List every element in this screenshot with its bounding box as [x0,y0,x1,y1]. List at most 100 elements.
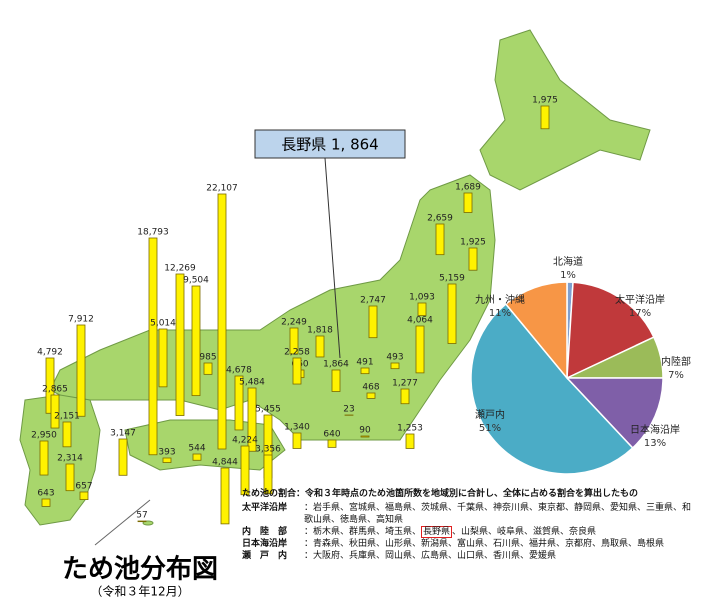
notes-part: ：大阪府、兵庫県、岡山県、広島県、山口県、香川県、愛媛県 [304,551,557,561]
pie-label: 九州・沖縄 [475,293,525,306]
notes-intro: ため池の割合：令和３年時点のため池箇所数を地域別に合計し、全体に占める割合を算出… [242,489,639,499]
bar [263,454,273,495]
notes-label: 日本海沿岸 [242,539,288,549]
bar-label: 985 [199,353,216,363]
bar-label: 2,151 [54,412,80,422]
pie-percent: 17% [629,308,651,319]
pie-percent: 51% [479,423,501,434]
pie-label: 太平洋沿岸 [615,293,665,306]
pie: 北海道 1% 太平洋沿岸 17% 内陸部 7% 日本海沿岸 13% 瀬戸内 51% 九州・沖縄 11% [470,255,691,475]
notes-text: ：青森県、秋田県、山形県、新潟県、富山県、石川県、福井県、京都府、鳥取県、島根県 [304,538,664,550]
pie-percent: 13% [644,438,666,449]
subtitle: （令和３年12月） [90,584,189,599]
bar-label: 1,689 [455,183,481,193]
bar [463,192,473,213]
bars: 1,975 1,689 2,659 1,925 5,159 1,093 4,064 2,747… [31,96,558,525]
bar [203,362,213,375]
bar [468,247,478,271]
bar-label: 5,159 [439,274,465,284]
bar [289,327,299,355]
bar-label: 1,818 [307,326,333,336]
bar [368,305,378,339]
bar [417,302,427,317]
notes-part: 、山梨県、岐阜県、滋賀県、奈良県 [452,527,597,537]
bar [62,421,72,448]
bar [390,362,400,370]
bar-label: 2,950 [31,431,57,441]
bar-label: 1,925 [460,238,486,248]
bar-label: 491 [356,358,373,368]
bar [366,392,376,399]
callout-text: 長野県 1, 864 [281,136,378,154]
bar [292,432,302,449]
pie-slice [470,302,634,475]
bar [415,325,425,374]
notes-label: 内 陸 部 [242,527,288,537]
bar-label: 2,865 [42,385,68,395]
notes-text: ：岩手県、宮城県、福島県、茨城県、千葉県、神奈川県、東京都、静岡県、愛知県、三重… [304,502,698,526]
bar-label: 640 [323,430,340,440]
bar [45,357,55,414]
bar [162,457,172,463]
notes-part: ：岩手県、宮城県、福島県、茨城県、千葉県、神奈川県、東京都、静岡県、愛知県、三重… [304,503,692,525]
notes-row: 内 陸 部 ：栃木県、群馬県、埼玉県、 長野県 、山梨県、岐阜県、滋賀県、奈良県 [242,526,698,538]
bar-label: 1,975 [532,96,558,106]
bar [41,498,51,507]
bar-label: 1,340 [284,423,310,433]
bar [79,491,89,500]
bar-label: 3,147 [110,429,136,439]
bar [247,387,257,452]
bar-label: 22,107 [206,184,238,194]
bar [331,369,341,392]
bar [405,433,415,449]
pie-label: 日本海沿岸 [630,423,680,436]
bar [217,193,227,450]
bar-label: 2,258 [284,348,310,358]
bar [191,285,201,397]
bar [192,453,202,461]
bar-label: 1,864 [323,360,349,370]
bar [292,357,302,385]
bar [76,324,86,417]
bar-label: 2,747 [360,296,386,306]
bar [400,388,410,405]
bar-label: 1,277 [392,379,418,389]
pie-percent: 1% [560,270,576,281]
bar-label: 643 [37,489,54,499]
bar-label: 5,455 [255,405,281,415]
bar [435,223,445,256]
bar-label: 4,064 [407,316,433,326]
bar-label: 4,678 [226,366,252,376]
bar-label: 5,484 [239,378,265,388]
callout-line [324,157,341,359]
bar [148,237,158,456]
pie-percent: 11% [489,308,511,319]
notes-part: ：青森県、秋田県、山形県、新潟県、富山県、石川県、福井県、京都府、鳥取県、島根県 [304,539,665,549]
bar-label: 5,014 [150,319,176,329]
bar-label: 4,792 [37,348,63,358]
pie-label: 北海道 [553,255,583,268]
notes-text: ：大阪府、兵庫県、岡山県、広島県、山口県、香川県、愛媛県 [304,550,556,562]
bar [65,463,75,492]
okinawa-divider [94,499,151,546]
bar [240,445,250,496]
bar-label: 1,093 [409,293,435,303]
bar [540,105,550,130]
pie-label: 内陸部 [661,355,691,368]
bar-label: 2,249 [281,318,307,328]
bar-label: 657 [75,482,92,492]
bar-label: 90 [359,426,371,436]
bar-label: 57 [136,511,147,521]
bar-label: 468 [362,383,379,393]
bar [360,367,370,375]
notes-part: 長野県 [421,526,453,538]
notes-row: 日本海沿岸 ：青森県、秋田県、山形県、新潟県、富山県、石川県、福井県、京都府、鳥取… [242,538,698,550]
bar [327,439,337,448]
bar [220,467,230,525]
notes-label: 太平洋沿岸 [242,503,288,513]
notes-label: 瀬 戸 内 [242,551,288,561]
bar [234,375,244,431]
title: ため池分布図 [62,555,218,585]
